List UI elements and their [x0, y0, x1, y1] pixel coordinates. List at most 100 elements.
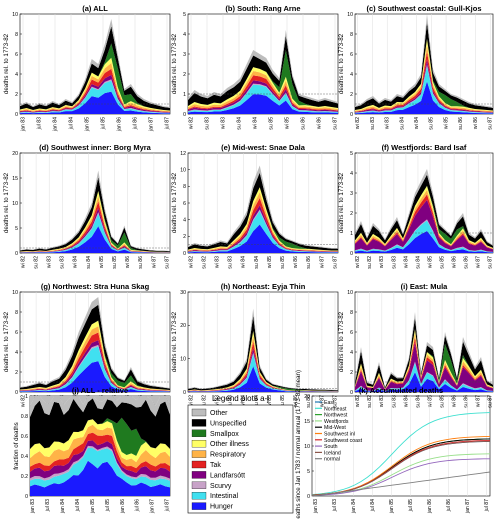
y-tick-label: 8 — [183, 184, 186, 190]
x-tick-label: wi 82 — [355, 395, 361, 407]
x-tick-label: jul 83 — [332, 499, 338, 513]
x-tick-label: wi 83 — [215, 256, 221, 268]
line-mid-west — [311, 438, 491, 496]
x-tick-label: wi 85 — [443, 117, 449, 129]
y-tick-label: 0 — [183, 251, 186, 257]
y-tick-label: 4 — [350, 171, 353, 177]
x-tick-label: su 84 — [86, 256, 92, 269]
x-tick-label: su 84 — [254, 395, 260, 408]
y-tick-label: 10 — [304, 444, 310, 450]
area-other — [355, 312, 493, 388]
legend-entry: Westfjords — [324, 419, 349, 425]
y-tick-label: 8 — [350, 310, 353, 316]
x-tick-label: wi 84 — [403, 395, 409, 407]
y-axis-label: deaths rel. to 1773-82 — [171, 311, 178, 372]
x-tick-label: su 82 — [201, 395, 207, 408]
x-tick-label: wi 87 — [319, 395, 325, 407]
panel-title: (e) Mid-west: Snae Dala — [221, 143, 306, 152]
x-tick-label: wi 87 — [476, 256, 482, 268]
y-tick-label: 0 — [15, 251, 18, 257]
x-tick-label: su 82 — [201, 256, 207, 269]
x-tick-label: jan 87 — [465, 499, 471, 514]
y-tick-label: 2 — [183, 234, 186, 240]
area-other-illness — [20, 191, 170, 253]
y-tick-label: 2 — [350, 370, 353, 376]
x-tick-label: wi 82 — [188, 117, 194, 129]
x-tick-label: jul 85 — [408, 499, 414, 513]
x-tick-label: jan 83 — [20, 117, 26, 132]
y-tick-label: 12 — [180, 151, 186, 157]
x-tick-label: su 87 — [488, 117, 494, 130]
area-intestinal — [20, 346, 170, 392]
y-tick-label: 10 — [12, 12, 18, 18]
x-tick-label: jan 84 — [60, 499, 66, 514]
panel-title: (k) Accumulated deaths — [359, 386, 443, 395]
x-tick-label: wi 87 — [151, 256, 157, 268]
y-tick-label: 0 — [183, 390, 186, 396]
area-hunger — [188, 366, 338, 392]
y-tick-label: 0 — [350, 112, 353, 118]
y-tick-label: 4 — [183, 32, 186, 38]
panel-title: (d) Southwest inner: Borg Myra — [39, 143, 151, 152]
area-intestinal — [188, 84, 338, 113]
x-tick-label: wi 85 — [267, 395, 273, 407]
area-other-illness — [188, 67, 338, 110]
y-tick-label: 4 — [15, 72, 18, 78]
y-tick-label: 0.2 — [21, 474, 28, 480]
y-tick-label: 2 — [183, 72, 186, 78]
panel-title: (f) Westfjords: Bard Isaf — [382, 143, 467, 152]
x-tick-label: jul 86 — [132, 117, 138, 131]
legend-swatch — [191, 440, 207, 448]
y-tick-label: 10 — [347, 290, 353, 296]
legend-swatch — [191, 502, 207, 510]
y-tick-label: 4 — [183, 217, 186, 223]
y-tick-label: 6 — [15, 52, 18, 58]
y-tick-label: 0.8 — [21, 414, 28, 420]
y-tick-label: 5 — [307, 469, 310, 475]
area-hunger — [20, 361, 170, 392]
area-unspecified — [20, 26, 170, 111]
x-tick-label: jan 83 — [313, 499, 319, 514]
panel-h: wi 82 su 82 wi 83 su 83 wi 84 su 84 wi 85 su 85… — [171, 282, 338, 408]
y-axis-label: deaths rel. to 1773-82 — [338, 33, 345, 94]
y-tick-label: 0 — [183, 112, 186, 118]
legend-entry: Southwest inl — [324, 432, 355, 438]
x-tick-label: wi 82 — [355, 117, 361, 129]
x-tick-label: wi 85 — [99, 256, 105, 268]
area-unspecified — [355, 317, 493, 389]
x-tick-label: su 86 — [464, 256, 470, 269]
x-tick-label: su 87 — [332, 395, 338, 408]
x-tick-label: jul 83 — [36, 117, 42, 131]
x-tick-label: su 86 — [306, 256, 312, 269]
area-unspecified — [20, 177, 170, 252]
area-intestinal — [20, 213, 170, 253]
x-tick-label: su 83 — [60, 256, 66, 269]
y-tick-label: 3 — [183, 52, 186, 58]
x-tick-label: jan 84 — [351, 499, 357, 514]
x-tick-label: jan 85 — [90, 499, 96, 514]
legend-entry: Southwest coast — [324, 438, 363, 444]
x-tick-label: jul 87 — [165, 499, 171, 513]
panels: jan 83 jul 83 jan 84 jul 84 jan 85 jul 85 jan … — [3, 4, 494, 519]
area-intestinal — [355, 66, 493, 114]
rel-area-scurvy — [30, 445, 170, 481]
line-normal — [311, 471, 491, 497]
line-south — [311, 458, 491, 496]
line-southwest-coast — [311, 439, 491, 496]
y-axis-label: fraction of deaths — [13, 422, 20, 469]
x-tick-label: jul 84 — [75, 499, 81, 513]
area-respiratory — [188, 70, 338, 111]
legend-entry: Northeast — [324, 406, 347, 412]
y-tick-label: 0.4 — [21, 454, 28, 460]
x-tick-label: jan 87 — [150, 499, 156, 514]
rel-area-hunger — [30, 460, 170, 496]
x-tick-label: su 85 — [439, 256, 445, 269]
y-tick-label: 10 — [12, 290, 18, 296]
x-tick-label: su 84 — [236, 117, 242, 130]
x-tick-label: wi 85 — [267, 256, 273, 268]
y-tick-label: 5 — [350, 151, 353, 157]
legend-entry: Respiratory — [210, 452, 246, 459]
x-tick-label: wi 85 — [427, 256, 433, 268]
area-other-illness — [188, 187, 338, 251]
